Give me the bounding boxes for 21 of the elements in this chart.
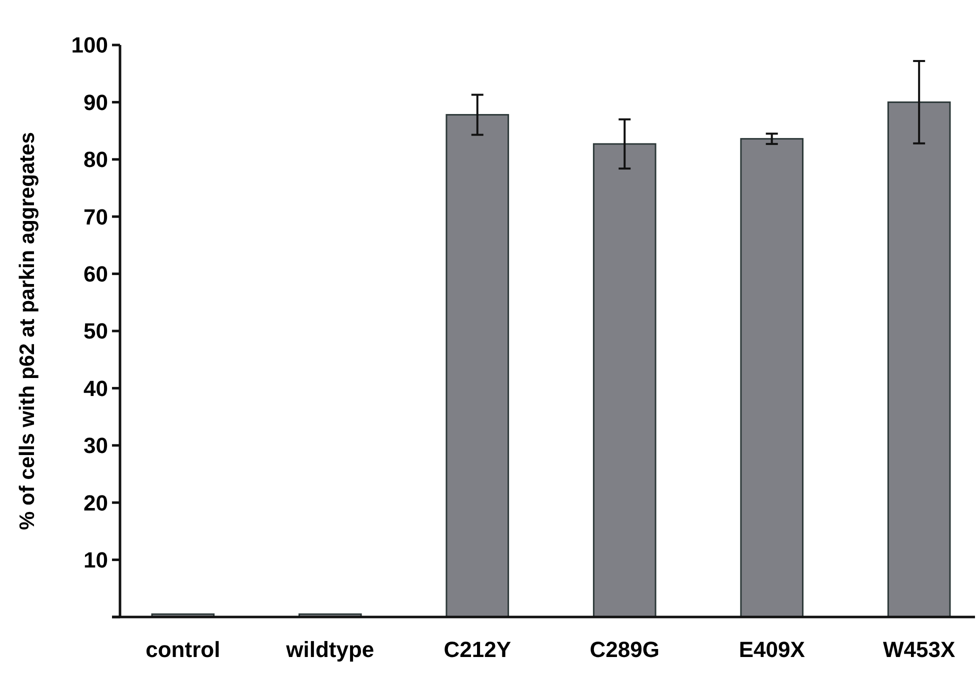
x-tick-label: E409X <box>738 637 806 662</box>
bar <box>446 114 510 618</box>
y-tick-label: 30 <box>84 433 108 458</box>
y-tick-label: 50 <box>84 318 108 344</box>
y-tick-label: 90 <box>84 90 108 115</box>
x-tick-label: C212Y <box>444 637 512 662</box>
y-axis-title: % of cells with p62 at parkin aggregates <box>16 132 39 530</box>
bar <box>592 143 656 618</box>
y-tick-label: 10 <box>84 548 108 572</box>
bar <box>887 101 951 618</box>
y-tick-label: 100 <box>71 32 108 58</box>
y-tick-label: 40 <box>84 376 108 401</box>
y-tick-label: 60 <box>84 262 108 286</box>
bar <box>740 138 804 618</box>
x-tick-label: W453X <box>883 637 956 662</box>
y-tick-label: 70 <box>84 204 108 230</box>
x-tick-label: wildtype <box>285 637 374 662</box>
y-tick-label: 80 <box>84 147 108 172</box>
x-tick-label: C289G <box>590 637 660 662</box>
y-tick-label: 20 <box>84 490 108 516</box>
x-tick-label: control <box>146 637 220 662</box>
